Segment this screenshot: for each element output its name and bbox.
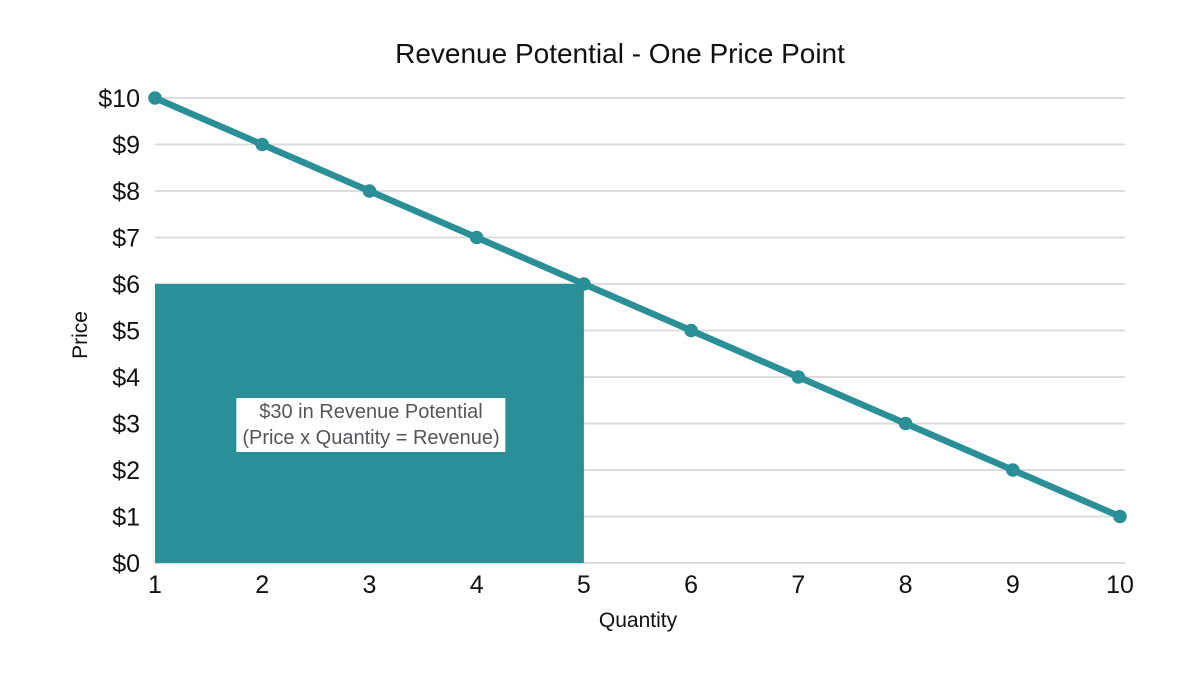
- x-tick-label: 5: [577, 571, 591, 599]
- data-point-marker: [469, 230, 484, 245]
- data-point-marker: [255, 137, 270, 152]
- annotation-line-2: (Price x Quantity = Revenue): [242, 427, 500, 449]
- demand-line: [151, 94, 1124, 520]
- data-point-marker: [148, 91, 162, 105]
- y-tick-label: $6: [112, 271, 140, 299]
- x-tick-label: 3: [362, 571, 376, 599]
- y-tick-label: $1: [112, 503, 140, 531]
- x-tick-label: 9: [1006, 571, 1020, 599]
- y-tick-label: $2: [112, 457, 140, 485]
- x-tick-label: 7: [791, 571, 805, 599]
- y-tick-label: $10: [98, 85, 140, 113]
- y-tick-label: $5: [112, 317, 140, 345]
- data-point-marker: [1113, 509, 1127, 524]
- y-tick-label: $9: [112, 131, 140, 159]
- x-tick-label: 8: [899, 571, 913, 599]
- y-axis-title: Price: [69, 311, 92, 359]
- x-tick-label: 2: [255, 571, 269, 599]
- x-tick-label: 10: [1106, 571, 1134, 599]
- y-tick-label: $7: [112, 224, 140, 252]
- data-point-marker: [898, 416, 913, 431]
- x-tick-label: 1: [148, 571, 162, 599]
- data-point-marker: [362, 184, 377, 198]
- y-tick-label: $4: [112, 364, 140, 392]
- chart-title: Revenue Potential - One Price Point: [395, 38, 845, 69]
- data-point-marker: [577, 277, 591, 291]
- data-point-marker: [791, 370, 806, 384]
- y-tick-label: $3: [112, 410, 140, 438]
- x-tick-label: 4: [470, 571, 484, 599]
- y-tick-label: $8: [112, 178, 140, 206]
- revenue-annotation: $30 in Revenue Potential (Price x Quanti…: [236, 398, 506, 452]
- x-axis-title: Quantity: [598, 609, 678, 632]
- data-point-marker: [684, 323, 698, 338]
- y-tick-label: $0: [112, 550, 140, 578]
- data-point-marker: [1005, 463, 1020, 477]
- x-tick-label: 6: [684, 571, 698, 599]
- annotation-line-1: $30 in Revenue Potential: [259, 401, 483, 423]
